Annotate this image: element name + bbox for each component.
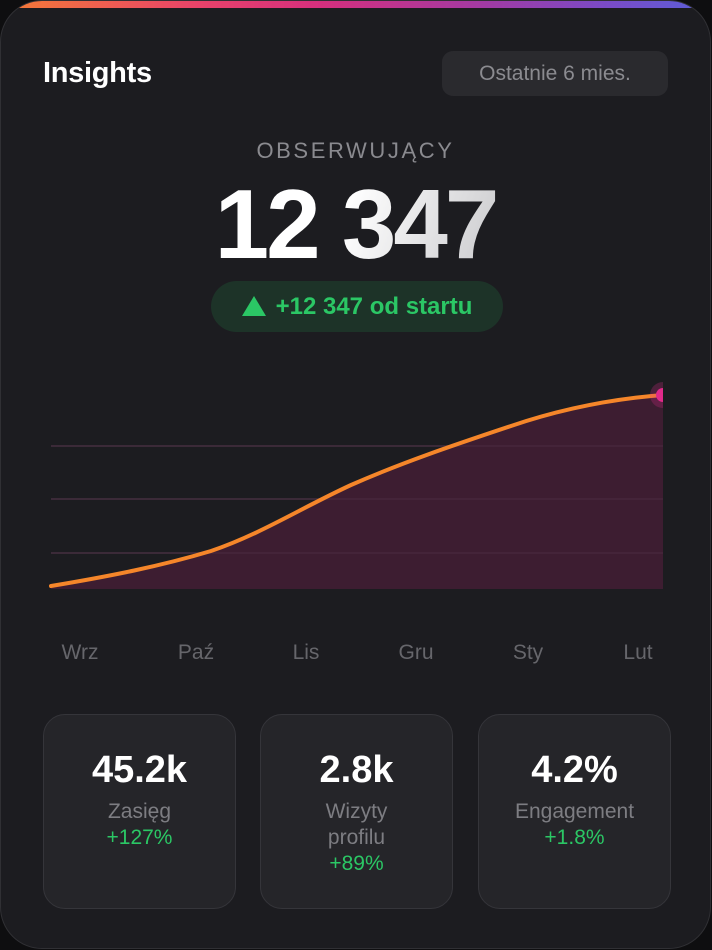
chart-svg bbox=[49, 382, 663, 589]
stat-value: 2.8k bbox=[319, 749, 394, 791]
stat-card-engagement[interactable]: 4.2% Engagement +1.8% bbox=[478, 714, 671, 909]
x-tick-label: Sty bbox=[512, 641, 544, 664]
stat-label: Engagement bbox=[514, 800, 635, 823]
stat-label-wrap: Engagement +1.8% bbox=[491, 799, 658, 851]
follower-count: 12 347 bbox=[214, 169, 500, 279]
metric-label: OBSERWUJĄCY bbox=[256, 138, 455, 163]
chart-line bbox=[49, 393, 663, 588]
stat-label: Zasięg bbox=[107, 800, 172, 823]
x-tick-label: Wrz bbox=[61, 641, 99, 664]
stat-change: +1.8% bbox=[544, 826, 605, 849]
stat-label: Wizyty profilu bbox=[325, 800, 388, 849]
stat-label-wrap: Wizyty profilu +89% bbox=[301, 799, 412, 877]
accent-gradient-bar bbox=[1, 1, 710, 8]
stat-label-wrap: Zasięg +127% bbox=[56, 799, 223, 851]
x-tick-label: Paź bbox=[177, 641, 215, 664]
chart-area-fill bbox=[51, 395, 663, 589]
triangle-up-icon bbox=[241, 295, 266, 316]
stat-card-reach[interactable]: 45.2k Zasięg +127% bbox=[43, 714, 236, 909]
card-title: Insights bbox=[43, 57, 152, 89]
card-header: Insights Ostatnie 6 mies. bbox=[43, 51, 668, 97]
stats-row: 45.2k Zasięg +127% 2.8k Wizyty profilu +… bbox=[43, 714, 671, 909]
metric-value-container: 12 347 bbox=[1, 169, 710, 279]
endpoint-dot bbox=[656, 388, 663, 402]
chart-gridlines-overlay bbox=[51, 445, 663, 554]
x-tick-label: Lis bbox=[292, 641, 320, 664]
growth-badge: +12 347 od startu bbox=[211, 281, 503, 332]
stat-card-profile-visits[interactable]: 2.8k Wizyty profilu +89% bbox=[260, 714, 453, 909]
period-selector-button[interactable]: Ostatnie 6 mies. bbox=[442, 51, 668, 96]
x-tick-label: Lut bbox=[623, 641, 653, 664]
chart-x-axis: Wrz Paź Lis Gru Sty Lut bbox=[41, 641, 681, 667]
stat-value: 4.2% bbox=[531, 749, 618, 791]
follower-growth-chart bbox=[49, 371, 663, 596]
stat-change: +127% bbox=[106, 826, 173, 849]
x-tick-label: Gru bbox=[398, 641, 434, 664]
stat-value: 45.2k bbox=[91, 749, 188, 791]
growth-text: +12 347 od startu bbox=[275, 292, 473, 320]
stat-change: +89% bbox=[329, 852, 384, 875]
